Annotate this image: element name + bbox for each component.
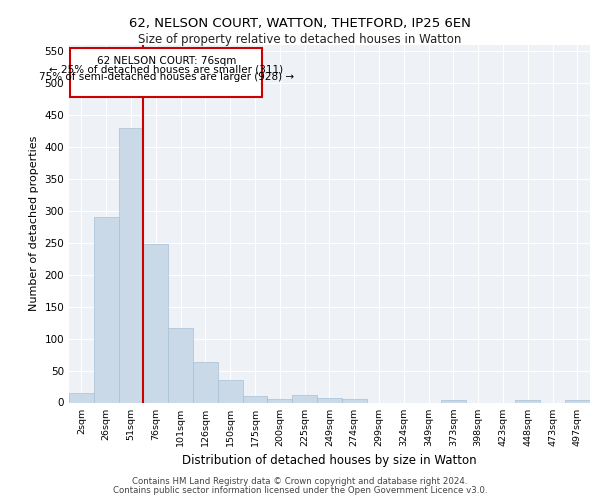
Bar — [70, 48, 262, 98]
Bar — [69, 393, 94, 402]
Text: 75% of semi-detached houses are larger (928) →: 75% of semi-detached houses are larger (… — [39, 72, 294, 82]
Bar — [168, 328, 193, 402]
Bar — [143, 244, 168, 402]
Bar — [268, 400, 292, 402]
Bar — [342, 400, 367, 402]
Bar — [193, 362, 218, 403]
Text: 62 NELSON COURT: 76sqm: 62 NELSON COURT: 76sqm — [97, 56, 236, 66]
Bar — [242, 396, 268, 402]
Bar — [515, 400, 540, 402]
Bar — [94, 218, 119, 402]
Bar — [565, 400, 590, 402]
Bar — [292, 396, 317, 402]
Bar — [317, 398, 342, 402]
Bar — [119, 128, 143, 402]
X-axis label: Distribution of detached houses by size in Watton: Distribution of detached houses by size … — [182, 454, 477, 467]
Y-axis label: Number of detached properties: Number of detached properties — [29, 136, 39, 312]
Text: Size of property relative to detached houses in Watton: Size of property relative to detached ho… — [139, 32, 461, 46]
Text: Contains public sector information licensed under the Open Government Licence v3: Contains public sector information licen… — [113, 486, 487, 495]
Bar — [218, 380, 242, 402]
Bar — [441, 400, 466, 402]
Text: 62, NELSON COURT, WATTON, THETFORD, IP25 6EN: 62, NELSON COURT, WATTON, THETFORD, IP25… — [129, 18, 471, 30]
Text: Contains HM Land Registry data © Crown copyright and database right 2024.: Contains HM Land Registry data © Crown c… — [132, 477, 468, 486]
Text: ← 25% of detached houses are smaller (311): ← 25% of detached houses are smaller (31… — [49, 64, 283, 74]
